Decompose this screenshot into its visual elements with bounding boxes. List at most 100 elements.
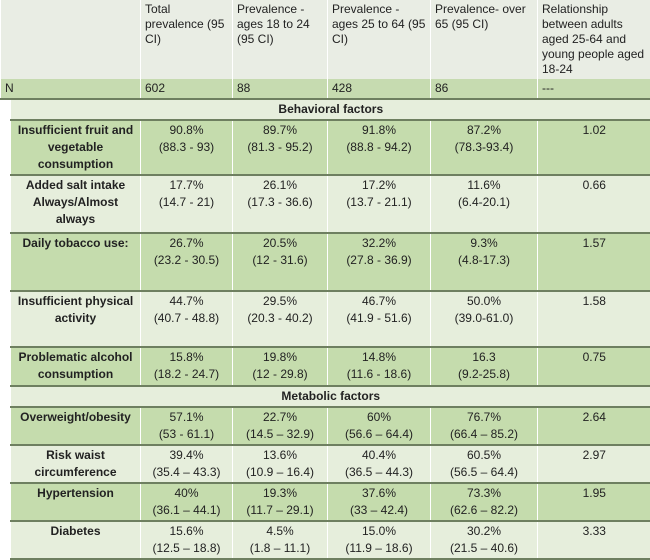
column-headers: Total prevalence (95 CI) Prevalence - ag…: [1, 0, 650, 79]
confidence-interval: (36.5 – 44.3): [331, 464, 427, 481]
prevalence-value: 17.2%: [331, 177, 427, 194]
prevalence-value: 14.8%: [331, 349, 427, 366]
value-cell-total: 15.8%(18.2 - 24.7): [141, 347, 233, 386]
prevalence-value: 91.8%: [331, 122, 427, 139]
value-cell-a18-24: 4.5%(1.8 – 11.1): [233, 521, 328, 559]
ratio-cell: 0.75: [538, 347, 650, 386]
value-cell-total: 39.4%(35.4 – 43.3): [141, 445, 233, 483]
confidence-interval: (10.9 – 16.4): [236, 464, 324, 481]
value-cell-total: 26.7%(23.2 - 30.5): [141, 233, 233, 291]
prevalence-value: 16.3: [434, 349, 534, 366]
row-label: Diabetes: [11, 521, 141, 559]
n-row: N 602 88 428 86 ---: [1, 79, 650, 99]
section-title: Behavioral factors: [11, 100, 650, 120]
prevalence-value: 87.2%: [434, 122, 534, 139]
column-header: Prevalence - ages 18 to 24 (95 CI): [233, 0, 328, 79]
confidence-interval: (4.8-17.3): [434, 252, 534, 269]
n-cell: 602: [141, 79, 233, 99]
n-cell: N: [1, 79, 141, 99]
confidence-interval: (88.3 - 93): [144, 139, 229, 156]
value-cell-over65: 16.3(9.2-25.8): [431, 347, 538, 386]
value-cell-a25-64: 60%(56.6 – 64.4): [328, 407, 431, 445]
confidence-interval: (88.8 - 94.2): [331, 139, 427, 156]
confidence-interval: (17.3 - 36.6): [236, 194, 324, 211]
section-header: Metabolic factors: [11, 386, 650, 407]
n-cell: ---: [538, 79, 650, 99]
n-cell: 428: [328, 79, 431, 99]
confidence-interval: (18.2 - 24.7): [144, 366, 229, 383]
row-label: Risk waist circumference: [11, 445, 141, 483]
value-cell-a18-24: 13.6%(10.9 – 16.4): [233, 445, 328, 483]
confidence-interval: (12 - 29.8): [236, 366, 324, 383]
value-cell-total: 57.1%(53 - 61.1): [141, 407, 233, 445]
confidence-interval: (12.5 – 18.8): [144, 540, 229, 557]
ratio-cell: 1.02: [538, 120, 650, 175]
prevalence-value: 37.6%: [331, 485, 427, 502]
confidence-interval: (20.3 - 40.2): [236, 310, 324, 327]
confidence-interval: (40.7 - 48.8): [144, 310, 229, 327]
confidence-interval: (81.3 - 95.2): [236, 139, 324, 156]
confidence-interval: (41.9 - 51.6): [331, 310, 427, 327]
confidence-interval: (33 – 42.4): [331, 502, 427, 519]
value-cell-a18-24: 89.7%(81.3 - 95.2): [233, 120, 328, 175]
value-cell-a18-24: 29.5%(20.3 - 40.2): [233, 291, 328, 347]
ratio-cell: 1.58: [538, 291, 650, 347]
prevalence-value: 4.5%: [236, 523, 324, 540]
value-cell-over65: 87.2%(78.3-93.4): [431, 120, 538, 175]
value-cell-total: 44.7%(40.7 - 48.8): [141, 291, 233, 347]
n-cell: 88: [233, 79, 328, 99]
prevalence-value: 19.3%: [236, 485, 324, 502]
value-cell-over65: 30.2%(21.5 – 40.6): [431, 521, 538, 559]
confidence-interval: (66.4 – 85.2): [434, 426, 534, 443]
value-cell-over65: 9.3%(4.8-17.3): [431, 233, 538, 291]
prevalence-value: 40.4%: [331, 447, 427, 464]
value-cell-a25-64: 46.7%(41.9 - 51.6): [328, 291, 431, 347]
confidence-interval: (12 - 31.6): [236, 252, 324, 269]
prevalence-value: 46.7%: [331, 293, 427, 310]
value-cell-a18-24: 20.5%(12 - 31.6): [233, 233, 328, 291]
prevalence-value: 50.0%: [434, 293, 534, 310]
prevalence-value: 60.5%: [434, 447, 534, 464]
prevalence-value: 29.5%: [236, 293, 324, 310]
value-cell-a25-64: 14.8%(11.6 - 18.6): [328, 347, 431, 386]
column-header: Prevalence - ages 25 to 64 (95 CI): [328, 0, 431, 79]
section-title: Metabolic factors: [11, 386, 650, 407]
row-label: Hypertension: [11, 483, 141, 521]
confidence-interval: (6.4-20.1): [434, 194, 534, 211]
confidence-interval: (9.2-25.8): [434, 366, 534, 383]
confidence-interval: (35.4 – 43.3): [144, 464, 229, 481]
prevalence-value: 73.3%: [434, 485, 534, 502]
prevalence-value: 11.6%: [434, 177, 534, 194]
column-header: [1, 0, 141, 79]
prevalence-value: 30.2%: [434, 523, 534, 540]
row-label: Problematic alcohol consumption: [11, 347, 141, 386]
confidence-interval: (1.8 – 11.1): [236, 540, 324, 557]
section-header: Behavioral factors: [11, 100, 650, 120]
column-header: Relationship between adults aged 25-64 a…: [538, 0, 650, 79]
table-row: Daily tobacco use:26.7%(23.2 - 30.5)20.5…: [11, 233, 650, 291]
value-cell-total: 90.8%(88.3 - 93): [141, 120, 233, 175]
prevalence-value: 9.3%: [434, 235, 534, 252]
row-label: Overweight/obesity: [11, 407, 141, 445]
prevalence-value: 89.7%: [236, 122, 324, 139]
prevalence-value: 13.6%: [236, 447, 324, 464]
confidence-interval: (14.7 - 21): [144, 194, 229, 211]
confidence-interval: (27.8 - 36.9): [331, 252, 427, 269]
ratio-cell: 2.97: [538, 445, 650, 483]
confidence-interval: (14.5 – 32.9): [236, 426, 324, 443]
row-label: Daily tobacco use:: [11, 233, 141, 291]
confidence-interval: (39.0-61.0): [434, 310, 534, 327]
prevalence-value: 90.8%: [144, 122, 229, 139]
value-cell-over65: 73.3%(62.6 – 82.2): [431, 483, 538, 521]
value-cell-a18-24: 22.7%(14.5 – 32.9): [233, 407, 328, 445]
value-cell-a25-64: 91.8%(88.8 - 94.2): [328, 120, 431, 175]
confidence-interval: (62.6 – 82.2): [434, 502, 534, 519]
confidence-interval: (78.3-93.4): [434, 139, 534, 156]
table-header: Total prevalence (95 CI) Prevalence - ag…: [0, 0, 650, 100]
n-cell: 86: [431, 79, 538, 99]
